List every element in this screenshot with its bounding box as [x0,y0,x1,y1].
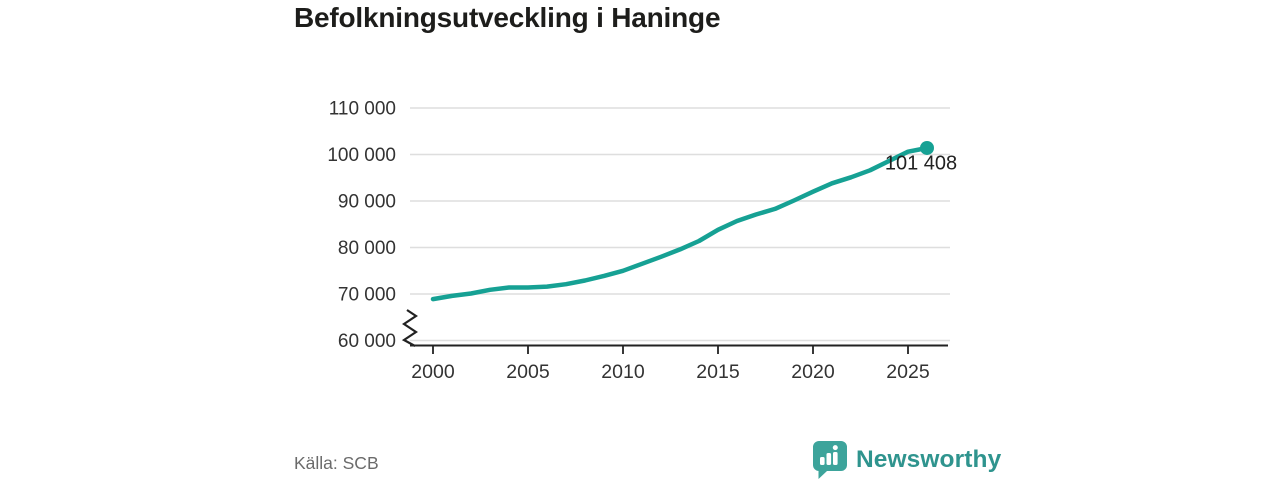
bar-medium [826,453,832,465]
source-attribution: Källa: SCB [294,453,379,473]
y-tick-label: 70 000 [338,285,396,306]
x-tick-label: 2010 [601,361,645,383]
y-tick-label: 100 000 [327,145,396,166]
newsworthy-brand: Newsworthy [811,440,1001,480]
x-tick-label: 2020 [791,361,835,383]
exclamation-dot [832,445,838,451]
newsworthy-wordmark: Newsworthy [856,446,1002,473]
bar-tall-exclamation [833,452,838,465]
x-tick-label: 2025 [886,361,930,383]
latest-value-dot [920,140,934,155]
latest-value-label: 101 408 [885,152,957,174]
bar-short [820,457,825,465]
x-tick-label: 2000 [411,361,455,383]
population-series-line [430,145,930,302]
y-tick-label: 60 000 [338,331,396,352]
x-tick-label: 2005 [506,361,550,383]
newsworthy-speech-bubble-chart-icon [813,441,847,479]
y-tick-label: 90 000 [338,192,396,213]
y-tick-label: 110 000 [329,99,396,120]
chart-title: Befolkningsutveckling i Haninge [294,2,721,33]
y-axis-break-icon [401,309,418,347]
x-tick-label: 2015 [696,361,740,383]
y-tick-label: 80 000 [338,238,396,259]
